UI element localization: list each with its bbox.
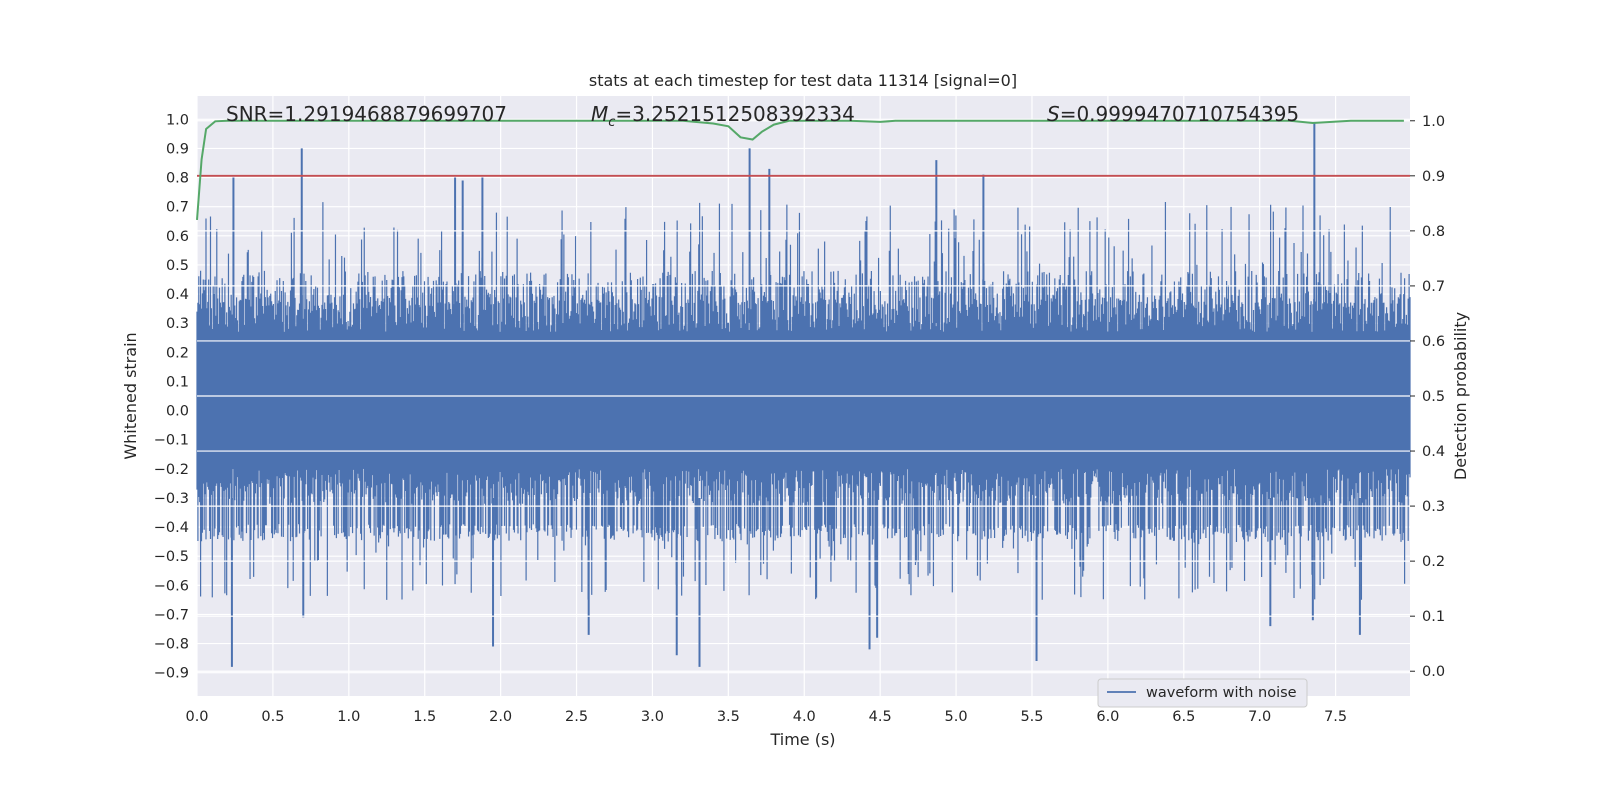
chart-title: stats at each timestep for test data 113… bbox=[589, 71, 1017, 90]
mc-value: =3.2521512508392334 bbox=[615, 102, 854, 126]
x-tick-label: 1.0 bbox=[337, 709, 360, 725]
mc-symbol: M bbox=[591, 102, 608, 126]
snr-annotation: SNR=1.2919468879699707 bbox=[226, 102, 507, 126]
x-tick-label: 3.0 bbox=[641, 709, 664, 725]
x-tick-label: 1.5 bbox=[413, 709, 436, 725]
y-right-tick-label: 0.9 bbox=[1422, 169, 1445, 185]
legend-box bbox=[1097, 678, 1308, 708]
y-tick-label: −0.1 bbox=[154, 433, 189, 449]
x-tick-label: 0.0 bbox=[185, 709, 208, 725]
y-right-axis-label: Detection probability bbox=[1451, 312, 1470, 480]
y-tick-label: −0.8 bbox=[154, 637, 189, 653]
x-tick-label: 7.5 bbox=[1324, 709, 1347, 725]
y-right-tick-label: 0.5 bbox=[1422, 389, 1445, 405]
legend: waveform with noise bbox=[1097, 678, 1308, 708]
s-annotation: S=0.9999470710754395 bbox=[1047, 102, 1299, 126]
y-tick-label: −0.6 bbox=[154, 578, 189, 594]
y-tick-label: 0.9 bbox=[166, 141, 189, 157]
tick-layer: 0.0 0.5 1.0 1.5 2.0 2.5 3.0 3.5 4.0 4.5 5.0 5.5 6.0 6… bbox=[154, 112, 1445, 725]
y-right-tick-label: 0.3 bbox=[1422, 499, 1445, 515]
waveform-series bbox=[196, 122, 1411, 667]
x-tick-label: 5.5 bbox=[1020, 709, 1043, 725]
y-right-tick-label: 0.0 bbox=[1422, 664, 1445, 680]
x-tick-label: 3.5 bbox=[717, 709, 740, 725]
y-right-tick-label: 0.1 bbox=[1422, 609, 1445, 625]
y-right-tick-label: 0.2 bbox=[1422, 554, 1445, 570]
x-tick-label: 0.5 bbox=[261, 709, 284, 725]
y-tick-label: 0.8 bbox=[166, 171, 189, 187]
probability-line bbox=[196, 119, 1404, 220]
probability-series bbox=[196, 119, 1410, 220]
y-tick-label: 0.4 bbox=[166, 287, 189, 303]
y-tick-label: −0.5 bbox=[154, 549, 189, 565]
y-axis-label: Whitened strain bbox=[121, 332, 140, 459]
x-tick-label: 2.0 bbox=[489, 709, 512, 725]
y-tick-label: 0.1 bbox=[166, 374, 189, 390]
mc-subscript: c bbox=[608, 115, 615, 130]
y-tick-label: −0.4 bbox=[154, 520, 189, 536]
s-symbol: S bbox=[1047, 102, 1060, 126]
x-axis-label: Time (s) bbox=[769, 730, 835, 749]
x-tick-label: 7.0 bbox=[1248, 709, 1271, 725]
x-tick-label: 4.0 bbox=[793, 709, 816, 725]
y-right-tick-label: 0.8 bbox=[1422, 224, 1445, 240]
s-value: =0.9999470710754395 bbox=[1060, 102, 1299, 126]
y-right-tick-label: 1.0 bbox=[1422, 114, 1445, 130]
y-tick-label: −0.9 bbox=[154, 666, 189, 682]
y-tick-label: 0.7 bbox=[166, 200, 189, 216]
y-tick-label: 0.5 bbox=[166, 258, 189, 274]
legend-label-waveform: waveform with noise bbox=[1146, 685, 1297, 701]
x-tick-label: 6.5 bbox=[1172, 709, 1195, 725]
y-right-tick-label: 0.4 bbox=[1422, 444, 1445, 460]
y-tick-label: −0.2 bbox=[154, 462, 189, 478]
y-right-tick-label: 0.7 bbox=[1422, 279, 1445, 295]
y-right-tick-label: 0.6 bbox=[1422, 334, 1445, 350]
y-tick-label: 0.3 bbox=[166, 316, 189, 332]
y-tick-label: 0.6 bbox=[166, 229, 189, 245]
y-tick-label: 0.2 bbox=[166, 345, 189, 361]
y-tick-label: 0.0 bbox=[166, 404, 189, 420]
y-tick-label: 1.0 bbox=[166, 112, 189, 128]
y-tick-label: −0.7 bbox=[154, 607, 189, 623]
x-tick-label: 6.0 bbox=[1096, 709, 1119, 725]
y-tick-label: −0.3 bbox=[154, 491, 189, 507]
x-tick-label: 5.0 bbox=[945, 709, 968, 725]
x-tick-label: 2.5 bbox=[565, 709, 588, 725]
mc-annotation: Mc=3.2521512508392334 bbox=[591, 102, 855, 130]
x-tick-label: 4.5 bbox=[869, 709, 892, 725]
